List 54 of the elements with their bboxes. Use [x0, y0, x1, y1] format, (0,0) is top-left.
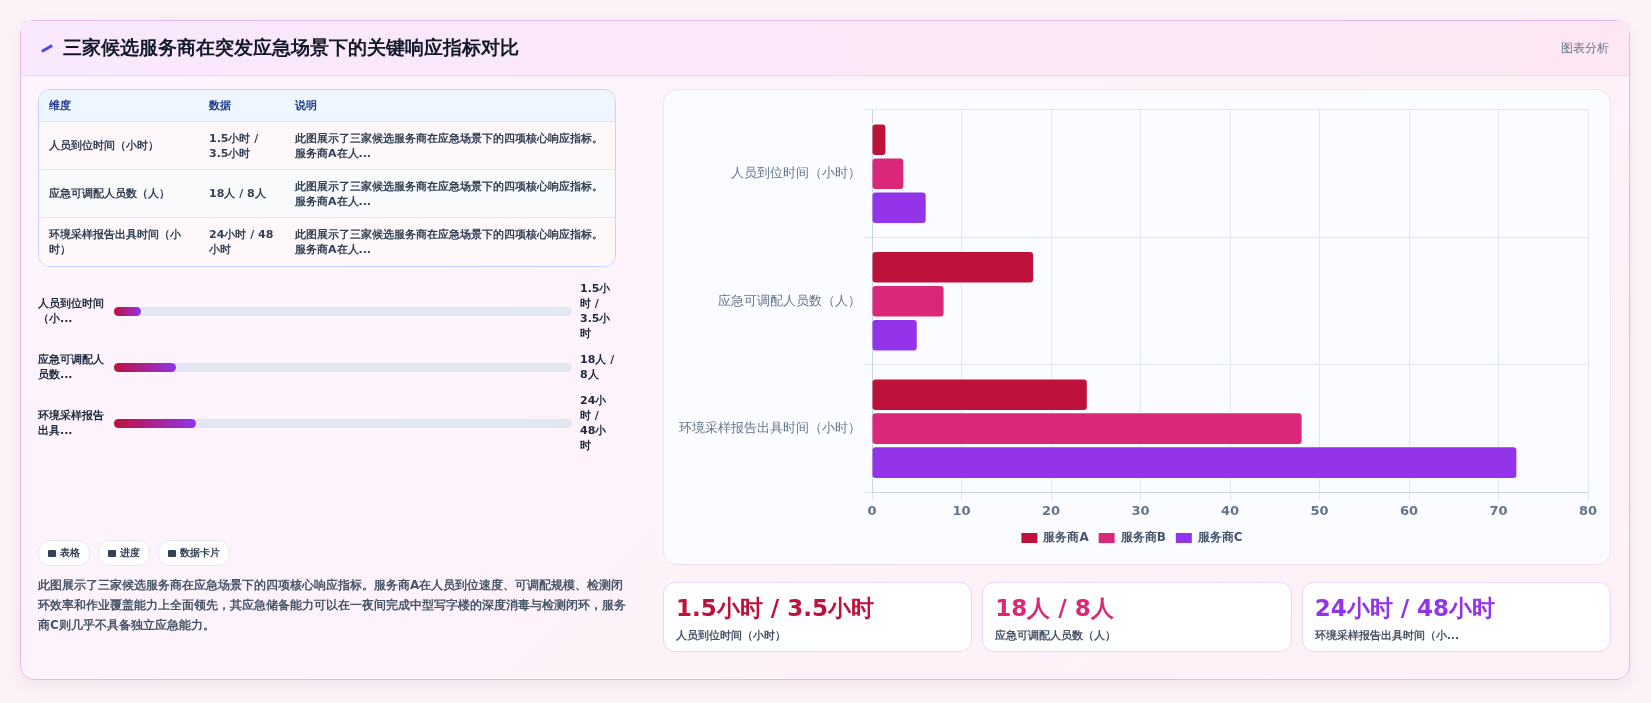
legend-label: 服务商C [1196, 530, 1243, 545]
text: 1.5小时 / 3.5小时 [580, 281, 612, 341]
bar [872, 319, 917, 351]
text: 人员到位时间（小时） [39, 121, 199, 170]
text: 24小时 / 48小时 [1314, 594, 1497, 623]
text: 环境采样报告出具... [38, 408, 105, 438]
text: 环境采样报告出具时间（小时） [39, 217, 199, 266]
x-tick-label: 0 [867, 502, 877, 518]
x-tick-label: 50 [1310, 502, 1329, 518]
text: 此图展示了三家候选服务商在应急场景下的四项核心响应指标。服务商A在人... [285, 121, 615, 170]
x-tick-label: 10 [952, 502, 971, 518]
text: 人员到位时间（小时） [676, 628, 787, 643]
text: 进度 [120, 546, 140, 560]
text: 1.5小时 / 3.5小时 [676, 594, 875, 623]
text: 18人 / 8人 [580, 352, 616, 382]
text: 数据 [199, 90, 285, 122]
text: 应急可调配人员数（人） [995, 628, 1118, 643]
legend-label: 服务商A [1042, 530, 1090, 545]
bar [872, 447, 1517, 478]
text: 表格 [60, 546, 80, 560]
text: 18人 / 8人 [995, 594, 1115, 623]
y-tick-label: 环境采样报告出具时间（小时） [679, 420, 861, 436]
text: 1.5小时 / 3.5小时 [199, 121, 285, 170]
y-tick-label: 人员到位时间（小时） [731, 165, 861, 181]
text: 说明 [285, 90, 615, 122]
bar [872, 192, 926, 224]
text: 此图展示了三家候选服务商在应急场景下的四项核心响应指标。服务商A在人... [285, 217, 615, 266]
legend-label: 服务商B [1119, 530, 1166, 545]
text: 24小时 / 48小时 [199, 217, 285, 266]
text: 应急可调配人员数... [38, 352, 105, 382]
bar [872, 379, 1087, 410]
bar [872, 413, 1302, 444]
x-tick-label: 60 [1399, 502, 1419, 518]
text: 应急可调配人员数（人） [39, 169, 199, 218]
bar [872, 124, 886, 156]
x-tick-label: 80 [1578, 502, 1598, 518]
text: 图表分析 [1561, 39, 1609, 57]
x-tick-label: 70 [1489, 502, 1508, 518]
text: 人员到位时间（小... [38, 296, 105, 326]
text: 数据卡片 [180, 546, 220, 560]
x-tick-label: 30 [1131, 502, 1150, 518]
bar [872, 251, 1034, 283]
text: 24小时 / 48小时 [580, 393, 608, 453]
x-tick-label: 40 [1220, 502, 1240, 518]
text: 18人 / 8人 [199, 169, 285, 218]
text: 此图展示了三家候选服务商在应急场景下的四项核心响应指标。服务商A在人... [285, 169, 615, 218]
x-tick-label: 20 [1041, 502, 1061, 518]
text: 维度 [39, 90, 199, 122]
text: 此图展示了三家候选服务商在应急场景下的四项核心响应指标。服务商A在人员到位速度、可调配规模、检测闭环效率和作业覆盖能力上全面领先，其应急储备能力可以在一夜间完成中型写字楼的深度消毒与检测闭环，服务商C则几乎不具备独立应急能力。 [38, 577, 627, 634]
text: 三家候选服务商在突发应急场景下的关键响应指标对比 [63, 35, 519, 60]
text: 环境采样报告出具时间（小... [1314, 628, 1461, 643]
bar [872, 285, 944, 317]
bar [872, 158, 904, 190]
y-tick-label: 应急可调配人员数（人） [718, 292, 861, 308]
